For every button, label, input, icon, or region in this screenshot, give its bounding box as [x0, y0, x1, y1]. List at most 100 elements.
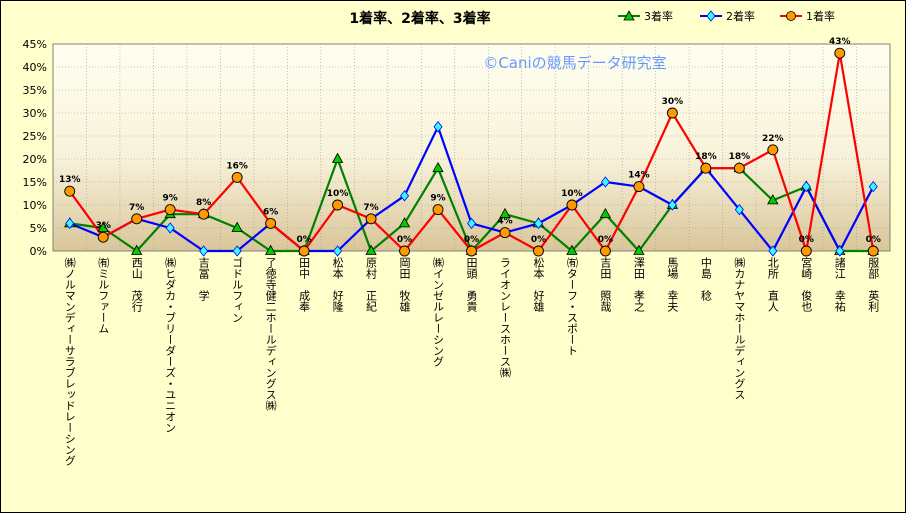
point-1chaku: [97, 231, 109, 243]
category-label: 諸江 幸祐: [833, 256, 846, 312]
data-label: 8%: [196, 198, 211, 208]
point-1chaku: [867, 245, 879, 257]
point-1chaku: [633, 181, 645, 193]
data-label: 0%: [464, 235, 479, 245]
data-label: 0%: [799, 235, 814, 245]
point-1chaku: [533, 245, 544, 257]
category-label: 服部 英利: [867, 257, 880, 312]
legend-marker-2: [700, 10, 722, 22]
point-3chaku: [264, 244, 277, 255]
legend-item-3: 3着率: [618, 8, 673, 24]
point-2chaku: [533, 217, 543, 230]
y-tick-label: 40%: [23, 61, 47, 74]
data-label: 7%: [129, 203, 144, 213]
data-label: 7%: [363, 203, 378, 213]
legend-item-2: 2着率: [700, 8, 755, 24]
category-label: ライオンレースホース㈱: [498, 257, 511, 378]
category-label: ㈱カナヤマホールディングス: [733, 257, 746, 400]
y-tick-label: 35%: [23, 84, 47, 97]
data-label: 13%: [59, 175, 81, 185]
chart-title: 1着率、2着率、3着率: [349, 11, 491, 27]
category-label: 松本 好雄: [532, 256, 545, 312]
point-1chaku: [265, 217, 277, 229]
point-1chaku: [466, 245, 477, 257]
point-1chaku: [800, 245, 812, 257]
category-label: 田頭 勇貴: [465, 257, 478, 313]
y-tick-label: 30%: [23, 107, 47, 120]
point-1chaku: [432, 204, 444, 216]
point-2chaku: [466, 217, 477, 230]
data-label: 0%: [397, 235, 412, 245]
point-2chaku: [232, 245, 242, 257]
point-2chaku: [801, 180, 811, 193]
y-tick-label: 10%: [23, 199, 47, 212]
data-label: 9%: [430, 194, 445, 204]
data-label: 30%: [662, 97, 684, 107]
point-3chaku: [633, 244, 645, 255]
category-label: 馬場 幸夫: [666, 257, 679, 313]
data-label: 0%: [598, 235, 613, 245]
category-label: ㈱ノルマンディーサラブレッドレーシング: [63, 257, 76, 466]
point-3chaku: [131, 244, 143, 255]
point-1chaku: [733, 162, 745, 174]
data-label: 43%: [829, 37, 851, 47]
category-label: 西山 茂行: [130, 257, 143, 313]
category-label: 吉冨 学: [197, 257, 210, 301]
point-1chaku: [566, 199, 578, 211]
data-label: 18%: [695, 152, 717, 162]
category-label: 吉田 照哉: [599, 257, 612, 312]
point-3chaku: [365, 244, 377, 255]
category-label: 宮崎 俊也: [800, 256, 813, 312]
point-1chaku: [64, 185, 76, 197]
point-3chaku: [331, 152, 344, 163]
point-2chaku: [165, 222, 175, 234]
point-1chaku: [332, 199, 344, 211]
point-3chaku: [432, 161, 444, 173]
point-3chaku: [398, 217, 411, 228]
data-label: 22%: [762, 134, 784, 144]
y-tick-label: 0%: [30, 245, 47, 258]
category-label: 了徳寺健二ホールディングス㈱: [264, 257, 277, 411]
legend-marker-3: [618, 10, 640, 21]
data-label: 0%: [296, 235, 311, 245]
y-tick-label: 25%: [23, 130, 47, 143]
category-label: 澤田 孝之: [632, 257, 645, 312]
point-2chaku: [199, 245, 209, 257]
point-1chaku: [164, 204, 176, 216]
legend-label-3: 3着率: [644, 10, 673, 23]
point-3chaku: [231, 221, 243, 232]
point-3chaku: [767, 194, 779, 205]
point-1chaku: [700, 162, 712, 174]
category-label: 中島 稔: [699, 257, 712, 302]
point-3chaku: [599, 207, 612, 219]
category-label: ㈲ミルファーム: [97, 257, 110, 334]
point-1chaku: [231, 171, 243, 183]
y-tick-label: 45%: [23, 38, 47, 51]
y-tick-label: 5%: [30, 222, 47, 235]
point-1chaku: [767, 144, 779, 156]
data-label: 16%: [226, 161, 248, 171]
plot-area: [52, 43, 891, 252]
category-label: 原村 正紀: [365, 257, 378, 312]
legend-label-2: 2着率: [726, 10, 755, 23]
point-1chaku: [834, 47, 846, 59]
category-label: 北所 直人: [766, 257, 779, 312]
category-label: ㈱インゼルレーシング: [432, 257, 445, 367]
category-label: ㈲ターフ・スポート: [565, 257, 578, 356]
legend-item-1: 1着率: [780, 8, 835, 24]
data-label: 10%: [561, 189, 583, 199]
data-label: 18%: [729, 152, 751, 162]
point-3chaku: [97, 221, 109, 232]
legend: 3着率 2着率 1着率: [618, 8, 898, 28]
data-label: 9%: [163, 194, 178, 204]
point-3chaku: [499, 207, 511, 219]
point-1chaku: [131, 213, 143, 225]
point-1chaku: [499, 227, 511, 239]
point-2chaku: [600, 176, 610, 188]
data-label: 0%: [866, 235, 881, 245]
legend-label-1: 1着率: [806, 10, 835, 23]
data-label: 14%: [628, 171, 650, 181]
category-label: 松本 好隆: [331, 256, 344, 312]
point-2chaku: [835, 245, 845, 257]
